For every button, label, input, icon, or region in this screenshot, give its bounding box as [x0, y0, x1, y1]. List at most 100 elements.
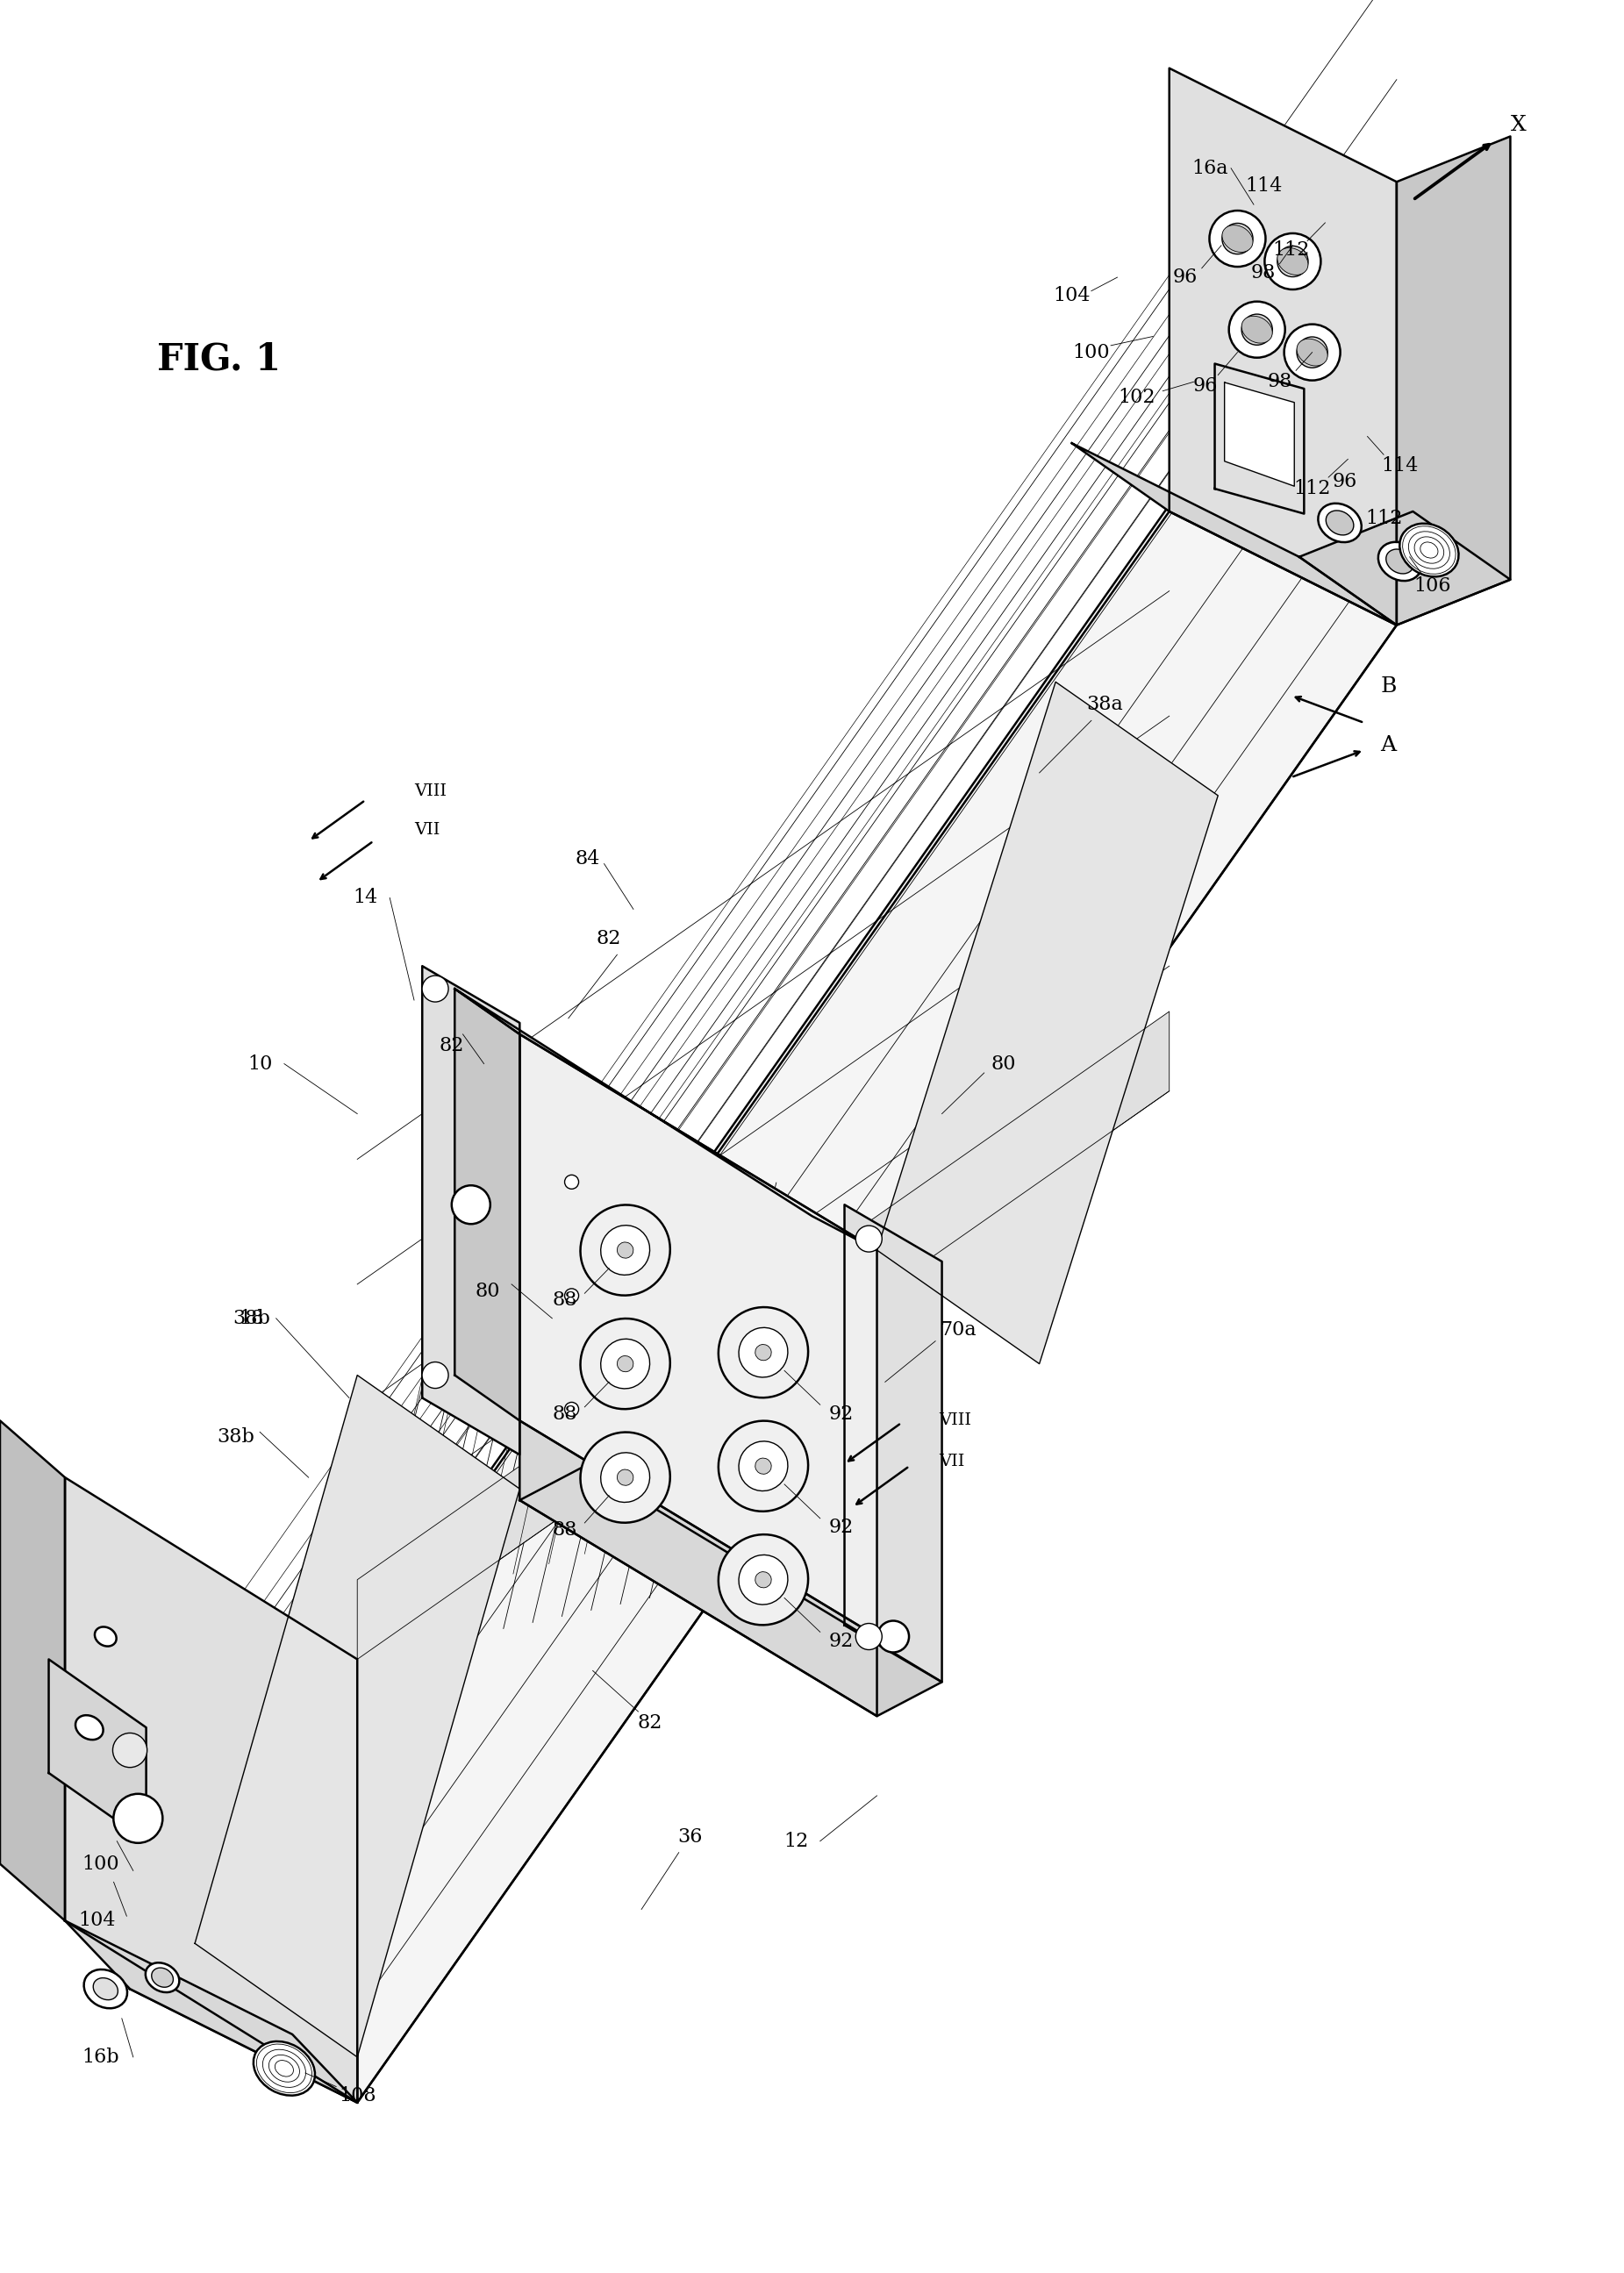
- Circle shape: [1210, 211, 1265, 266]
- Ellipse shape: [739, 1327, 788, 1377]
- Ellipse shape: [755, 1571, 771, 1589]
- Text: 112: 112: [1366, 509, 1402, 527]
- Text: 36: 36: [677, 1827, 703, 1846]
- Ellipse shape: [253, 2041, 315, 2096]
- Text: VIII: VIII: [414, 784, 447, 798]
- Text: 92: 92: [828, 1405, 854, 1423]
- Ellipse shape: [1223, 225, 1252, 252]
- Ellipse shape: [151, 1968, 174, 1987]
- Text: 88: 88: [552, 1291, 578, 1309]
- Text: 82: 82: [438, 1036, 464, 1055]
- Ellipse shape: [93, 1978, 119, 2000]
- Text: 38a: 38a: [1086, 696, 1122, 714]
- Text: 82: 82: [637, 1714, 663, 1732]
- Text: FIG. 1: FIG. 1: [158, 341, 281, 377]
- Ellipse shape: [617, 1355, 633, 1373]
- Ellipse shape: [1385, 550, 1415, 573]
- Ellipse shape: [146, 1962, 179, 1993]
- Text: 12: 12: [783, 1832, 809, 1850]
- Ellipse shape: [718, 1534, 809, 1625]
- Ellipse shape: [1242, 316, 1272, 343]
- Polygon shape: [520, 1466, 942, 1716]
- Polygon shape: [49, 1659, 146, 1841]
- Text: 112: 112: [1294, 480, 1330, 498]
- Circle shape: [1296, 336, 1328, 368]
- Polygon shape: [357, 1011, 1169, 1659]
- Ellipse shape: [617, 1468, 633, 1487]
- Ellipse shape: [617, 1241, 633, 1259]
- Text: 92: 92: [828, 1518, 854, 1537]
- Text: 106: 106: [1415, 577, 1450, 596]
- Text: B: B: [1380, 677, 1397, 696]
- Circle shape: [1229, 302, 1285, 357]
- Ellipse shape: [580, 1318, 671, 1409]
- Ellipse shape: [755, 1457, 771, 1475]
- Polygon shape: [1169, 68, 1397, 625]
- Text: 10: 10: [247, 1055, 273, 1073]
- Polygon shape: [0, 1421, 65, 1921]
- Ellipse shape: [739, 1441, 788, 1491]
- Text: 88: 88: [552, 1405, 578, 1423]
- Ellipse shape: [1400, 523, 1458, 577]
- Polygon shape: [1224, 382, 1294, 486]
- Polygon shape: [455, 989, 877, 1250]
- Text: A: A: [1380, 736, 1397, 755]
- Circle shape: [451, 1187, 490, 1223]
- Polygon shape: [877, 682, 1218, 1364]
- Circle shape: [565, 1402, 578, 1416]
- Ellipse shape: [601, 1225, 650, 1275]
- Ellipse shape: [1319, 502, 1361, 543]
- Ellipse shape: [1298, 339, 1327, 366]
- Ellipse shape: [580, 1205, 671, 1296]
- Text: 84: 84: [575, 850, 601, 868]
- Polygon shape: [520, 1421, 877, 1716]
- Ellipse shape: [1325, 511, 1354, 534]
- Polygon shape: [357, 182, 1397, 2103]
- Ellipse shape: [718, 1307, 809, 1398]
- Text: 88: 88: [552, 1521, 578, 1539]
- Text: 98: 98: [1250, 264, 1276, 282]
- Polygon shape: [844, 1205, 942, 1682]
- Polygon shape: [455, 989, 520, 1421]
- Polygon shape: [1397, 136, 1510, 625]
- Polygon shape: [130, 1546, 357, 2103]
- Text: 38b: 38b: [232, 1309, 271, 1327]
- Text: 114: 114: [1382, 457, 1418, 475]
- Text: 96: 96: [1192, 377, 1218, 396]
- Text: VIII: VIII: [939, 1414, 971, 1427]
- Text: 96: 96: [1332, 473, 1358, 491]
- Ellipse shape: [94, 1627, 117, 1646]
- Circle shape: [114, 1793, 162, 1843]
- Text: 100: 100: [1072, 343, 1111, 361]
- Circle shape: [1265, 234, 1320, 289]
- Circle shape: [422, 1362, 448, 1389]
- Circle shape: [1241, 314, 1273, 345]
- Text: 70a: 70a: [940, 1321, 976, 1339]
- Text: X: X: [1510, 116, 1527, 134]
- Ellipse shape: [75, 1716, 104, 1739]
- Polygon shape: [130, 511, 1397, 2103]
- Text: 18: 18: [239, 1309, 265, 1327]
- Text: 108: 108: [338, 2087, 377, 2105]
- Circle shape: [1221, 223, 1254, 255]
- Circle shape: [1276, 245, 1309, 277]
- Polygon shape: [1299, 511, 1510, 625]
- Polygon shape: [1072, 443, 1397, 625]
- Text: 38b: 38b: [216, 1427, 255, 1446]
- Circle shape: [422, 975, 448, 1002]
- Circle shape: [856, 1623, 882, 1650]
- Text: VII: VII: [414, 823, 440, 836]
- Circle shape: [1285, 325, 1340, 380]
- Text: 104: 104: [80, 1912, 115, 1930]
- Text: 92: 92: [828, 1632, 854, 1650]
- Polygon shape: [422, 966, 520, 1455]
- Circle shape: [565, 1175, 578, 1189]
- Polygon shape: [1215, 364, 1304, 514]
- Text: 80: 80: [991, 1055, 1017, 1073]
- Text: 16b: 16b: [81, 2048, 120, 2066]
- Text: 104: 104: [1054, 286, 1090, 305]
- Ellipse shape: [601, 1339, 650, 1389]
- Ellipse shape: [1379, 541, 1421, 582]
- Ellipse shape: [755, 1343, 771, 1362]
- Text: 112: 112: [1273, 241, 1309, 259]
